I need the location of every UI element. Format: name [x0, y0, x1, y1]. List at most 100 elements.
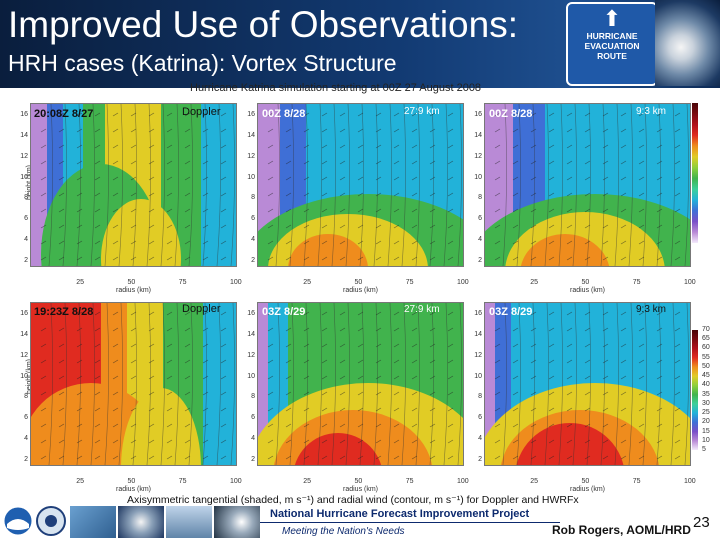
sign-line-3: ROUTE: [597, 51, 627, 61]
wind-vector: [530, 128, 537, 133]
wind-vector: [184, 144, 191, 149]
wind-vector: [620, 192, 627, 197]
wind-vector: [58, 144, 65, 149]
wind-vector: [58, 208, 65, 213]
contour-line: [359, 303, 364, 465]
wind-vector: [94, 256, 101, 261]
wind-vector: [148, 439, 155, 444]
contour-line: [48, 303, 53, 465]
wind-vector: [375, 240, 382, 245]
wind-vector: [321, 160, 328, 165]
wind-vector: [112, 144, 119, 149]
wind-vector: [584, 192, 591, 197]
wind-vector: [285, 359, 292, 364]
y-tick-label: 10: [247, 173, 255, 181]
shading-band: [258, 303, 268, 465]
wind-vector: [674, 455, 681, 460]
wind-vector: [602, 224, 609, 229]
wind-vector: [674, 240, 681, 245]
wind-vector: [357, 439, 364, 444]
panel-time-label: 20:08Z 8/27: [34, 108, 94, 120]
y-tick-label: 8: [24, 194, 28, 202]
panel-time-label: 03Z 8/29: [489, 306, 533, 318]
panel-plot: [485, 303, 690, 465]
wind-vector: [566, 311, 573, 316]
wind-vector: [112, 176, 119, 181]
wind-vector: [357, 128, 364, 133]
y-tick-label: 6: [251, 414, 255, 422]
wind-vector: [584, 359, 591, 364]
y-tick-label: 14: [247, 330, 255, 338]
x-tick-label: 100: [230, 478, 242, 485]
wind-vector: [130, 407, 137, 412]
wind-vector: [447, 439, 454, 444]
wind-vector: [512, 144, 519, 149]
wind-vector: [656, 192, 663, 197]
wind-vector: [202, 327, 209, 332]
wind-vector: [130, 176, 137, 181]
contour-line: [457, 104, 462, 266]
shading-blob: [516, 423, 624, 465]
wind-vector: [620, 224, 627, 229]
wind-vector: [566, 208, 573, 213]
wind-vector: [656, 144, 663, 149]
wind-vector: [674, 327, 681, 332]
wind-vector: [112, 208, 119, 213]
wind-vector: [411, 455, 418, 460]
wind-vector: [393, 423, 400, 428]
contour-line: [174, 303, 179, 465]
wind-vector: [339, 455, 346, 460]
contour-line: [289, 104, 294, 266]
colorbar-tick-label: 25: [702, 409, 710, 417]
wind-vector: [220, 256, 227, 261]
wind-vector: [166, 311, 173, 316]
wind-vector: [321, 240, 328, 245]
contour-line: [230, 303, 235, 465]
wind-vector: [321, 423, 328, 428]
wind-vector: [166, 176, 173, 181]
wind-vector: [375, 256, 382, 261]
colorbar-tick-label: 15: [702, 427, 710, 435]
wind-vector: [58, 160, 65, 165]
wind-vector: [602, 327, 609, 332]
wind-vector: [656, 455, 663, 460]
wind-vector: [447, 359, 454, 364]
wind-vector: [602, 455, 609, 460]
wind-vector: [638, 240, 645, 245]
wind-vector: [339, 423, 346, 428]
wind-vector: [58, 240, 65, 245]
contour-line: [289, 303, 294, 465]
wind-vector: [447, 375, 454, 380]
wind-vector: [40, 439, 47, 444]
wind-vector: [148, 327, 155, 332]
sign-line-2: EVACUATION: [584, 41, 640, 51]
wind-vector: [285, 144, 292, 149]
wind-vector: [411, 375, 418, 380]
wind-vector: [202, 128, 209, 133]
wind-vector: [494, 208, 501, 213]
wind-vector: [375, 160, 382, 165]
wind-vector: [58, 343, 65, 348]
wind-vector: [602, 176, 609, 181]
panel-plot: [485, 104, 690, 266]
wind-vector: [530, 327, 537, 332]
wind-vector: [429, 224, 436, 229]
wind-vector: [447, 160, 454, 165]
wind-vector: [548, 160, 555, 165]
contour-line: [118, 303, 123, 465]
noaa-logo-icon: [3, 506, 33, 536]
wind-vector: [303, 176, 310, 181]
wind-vector: [584, 407, 591, 412]
wind-vector: [76, 144, 83, 149]
contour-line: [216, 303, 221, 465]
wind-vector: [375, 112, 382, 117]
x-tick-label: 25: [76, 478, 85, 485]
wind-vector: [112, 112, 119, 117]
wind-vector: [530, 375, 537, 380]
shading-blob: [101, 199, 181, 266]
wind-vector: [339, 160, 346, 165]
contour-line: [76, 303, 81, 465]
wind-vector: [166, 240, 173, 245]
colorbar-bottom: [692, 330, 698, 450]
wind-vector: [184, 256, 191, 261]
